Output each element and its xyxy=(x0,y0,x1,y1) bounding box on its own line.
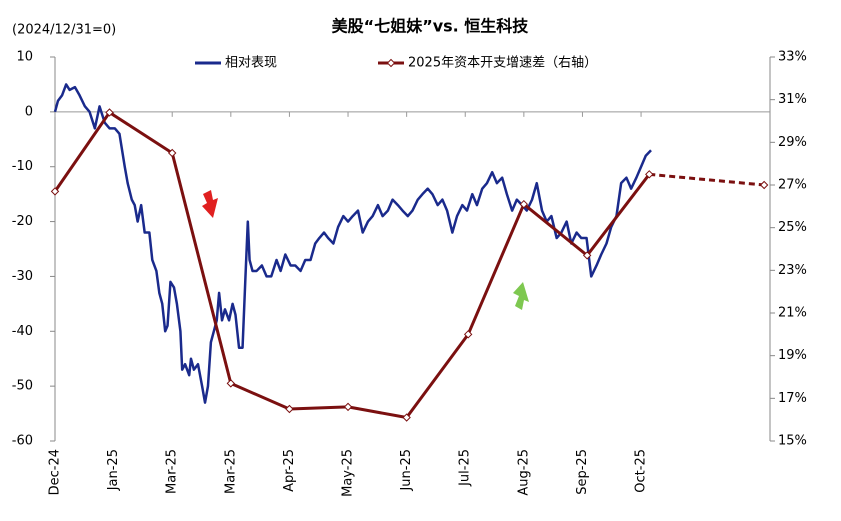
series-line xyxy=(53,83,652,404)
y2-tick-label: 27% xyxy=(778,178,807,193)
y2-tick-label: 33% xyxy=(778,50,807,65)
y2-tick-label: 17% xyxy=(778,391,807,406)
x-tick-label: Oct-25 xyxy=(634,449,649,493)
data-point xyxy=(759,180,769,190)
x-tick-label: Dec-24 xyxy=(48,449,63,495)
y-tick-label: -20 xyxy=(12,214,33,229)
down-arrow xyxy=(202,190,218,218)
data-point xyxy=(343,402,353,412)
data-point xyxy=(50,187,60,196)
y-tick-label: 0 xyxy=(25,104,33,119)
y2-tick-label: 31% xyxy=(778,92,807,107)
chart-title: 美股“七姐妹”vs. 恒生科技 xyxy=(332,17,530,36)
data-point xyxy=(226,379,236,388)
y2-tick-label: 23% xyxy=(778,263,807,278)
x-tick-label: Jan-25 xyxy=(106,449,121,491)
x-tick-label: Jun-25 xyxy=(399,449,414,492)
series-line xyxy=(53,110,651,420)
x-tick-label: Aug-25 xyxy=(516,449,531,496)
y2-tick-label: 29% xyxy=(778,135,807,150)
y2-tick-label: 25% xyxy=(778,220,807,235)
x-tick-label: Apr-25 xyxy=(282,449,297,492)
data-point xyxy=(645,170,654,179)
x-tick-label: Mar-25 xyxy=(223,449,238,494)
up-arrow xyxy=(513,282,529,310)
data-point xyxy=(519,199,529,209)
y-tick-label: -40 xyxy=(12,324,33,339)
legend-label: 2025年资本开支增速差（右轴） xyxy=(408,56,597,71)
y-tick-label: -60 xyxy=(12,434,33,449)
y-tick-label: -10 xyxy=(12,159,33,174)
data-point xyxy=(463,330,473,339)
data-point xyxy=(402,413,411,422)
series-line xyxy=(649,172,765,187)
y2-tick-label: 19% xyxy=(778,348,807,363)
legend-marker xyxy=(386,58,396,68)
legend-label: 相对表现 xyxy=(225,56,277,71)
data-point xyxy=(285,404,294,414)
y2-tick-label: 21% xyxy=(778,306,807,321)
x-tick-label: May-25 xyxy=(341,449,356,497)
y-tick-label: -30 xyxy=(12,269,33,284)
data-point xyxy=(105,108,114,117)
y-tick-label: 10 xyxy=(16,50,33,65)
x-tick-label: Mar-25 xyxy=(165,449,180,494)
data-point xyxy=(582,251,592,260)
chart-subtitle: (2024/12/31=0) xyxy=(12,23,116,38)
data-point xyxy=(168,148,177,158)
x-tick-label: Jul-25 xyxy=(458,449,473,487)
y-tick-label: -50 xyxy=(12,379,33,394)
x-tick-label: Sep-25 xyxy=(575,449,590,495)
y2-tick-label: 15% xyxy=(778,434,807,449)
